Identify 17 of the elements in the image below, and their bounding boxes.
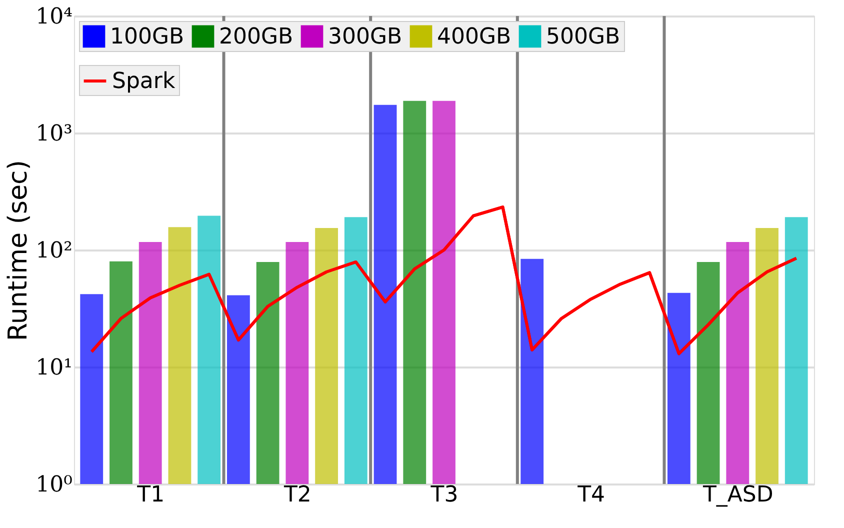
x-tick-label: T3 <box>430 482 458 508</box>
x-tick-label: T4 <box>576 482 606 508</box>
legend-label: 300GB <box>328 24 402 50</box>
y-tick-label: 10⁴ <box>36 4 73 30</box>
x-tick-label: T1 <box>136 482 165 508</box>
x-tick-label: T_ASD <box>702 482 774 508</box>
legend-label: 100GB <box>110 24 184 50</box>
y-axis-title: Runtime (sec) <box>4 160 34 341</box>
legend-label: 500GB <box>546 24 620 50</box>
y-tick-label: 10⁰ <box>36 472 73 498</box>
legend-label: 400GB <box>437 24 512 50</box>
y-tick-label: 10¹ <box>36 356 72 380</box>
legend-label: Spark <box>112 69 176 94</box>
y-tick-label: 10² <box>36 238 72 264</box>
y-tick-label: 10³ <box>36 122 72 146</box>
legend-label: 200GB <box>219 24 294 50</box>
x-tick-label: T2 <box>282 482 312 508</box>
